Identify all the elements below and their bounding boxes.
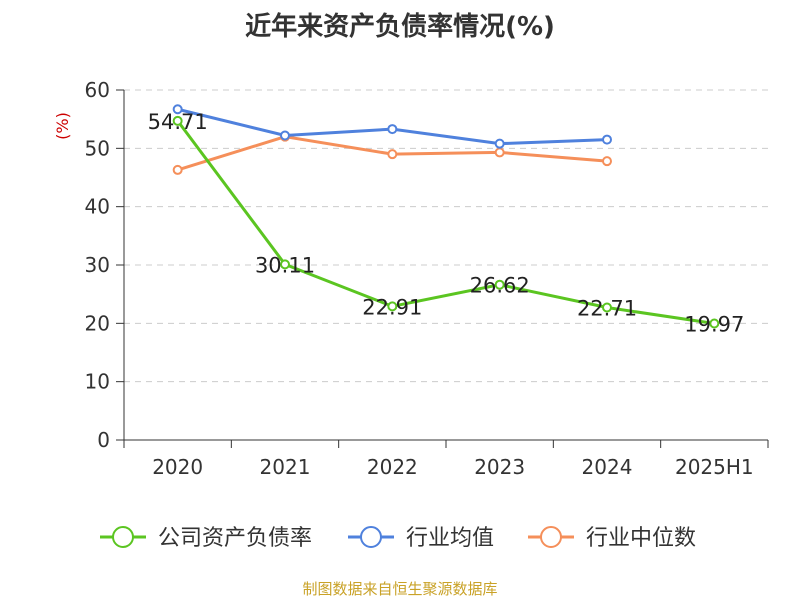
data-label: 26.62 — [470, 274, 530, 298]
series-lines — [176, 107, 715, 325]
data-point — [172, 115, 183, 126]
data-point — [494, 279, 505, 290]
x-tick-label: 2022 — [367, 455, 418, 479]
data-source-note: 制图数据来自恒生聚源数据库 — [302, 580, 498, 598]
gridlines — [124, 89, 768, 383]
data-point — [387, 149, 398, 160]
y-tick-label: 0 — [97, 428, 110, 452]
data-point — [172, 104, 183, 115]
data-label: 22.91 — [362, 295, 422, 319]
legend-entry-label: 行业均值 — [406, 526, 494, 551]
chart-title: 近年来资产负债率情况(%) — [245, 12, 555, 42]
data-point — [602, 134, 612, 145]
data-point — [172, 164, 183, 175]
data-point — [602, 156, 612, 167]
y-tick-label: 40 — [85, 195, 110, 219]
data-point — [387, 301, 398, 312]
legend-swatch-marker — [360, 526, 382, 548]
series-points — [172, 104, 720, 329]
x-tick-label: 2023 — [474, 455, 525, 479]
y-tick-label: 50 — [85, 136, 110, 160]
legend-swatch-marker — [112, 526, 134, 548]
y-tick-label: 10 — [85, 370, 110, 394]
data-label: 22.71 — [577, 297, 637, 321]
data-point — [280, 259, 290, 270]
x-tick-label: 2024 — [582, 455, 633, 479]
legend-entry-label: 行业中位数 — [586, 526, 696, 551]
legend: 公司资产负债率 行业均值 行业中位数 — [100, 526, 696, 551]
y-tick-label: 60 — [85, 78, 110, 102]
data-point — [709, 318, 720, 329]
data-point — [280, 130, 290, 141]
data-label: 54.71 — [148, 110, 208, 134]
data-point — [494, 147, 505, 158]
axes: 0 10 20 30 40 50 60 2020 2021 2022 2023 2024 2025H1 — [85, 78, 769, 479]
legend-entry-label: 公司资产负债率 — [158, 526, 312, 551]
data-point — [387, 124, 398, 135]
legend-swatch-marker — [540, 526, 562, 548]
data-point — [602, 302, 612, 313]
series-line — [176, 119, 715, 325]
y-axis-label: (%) — [53, 112, 72, 140]
data-point — [494, 138, 505, 149]
x-tick-label: 2021 — [260, 455, 311, 479]
data-label: 30.11 — [255, 253, 315, 277]
data-label: 19.97 — [684, 313, 744, 337]
x-tick-label: 2025H1 — [675, 455, 754, 479]
data-labels: 54.71 30.11 22.91 26.62 22.71 19.97 — [148, 110, 745, 337]
y-tick-label: 30 — [85, 253, 110, 277]
y-tick-label: 20 — [85, 311, 110, 335]
x-tick-label: 2020 — [152, 455, 203, 479]
